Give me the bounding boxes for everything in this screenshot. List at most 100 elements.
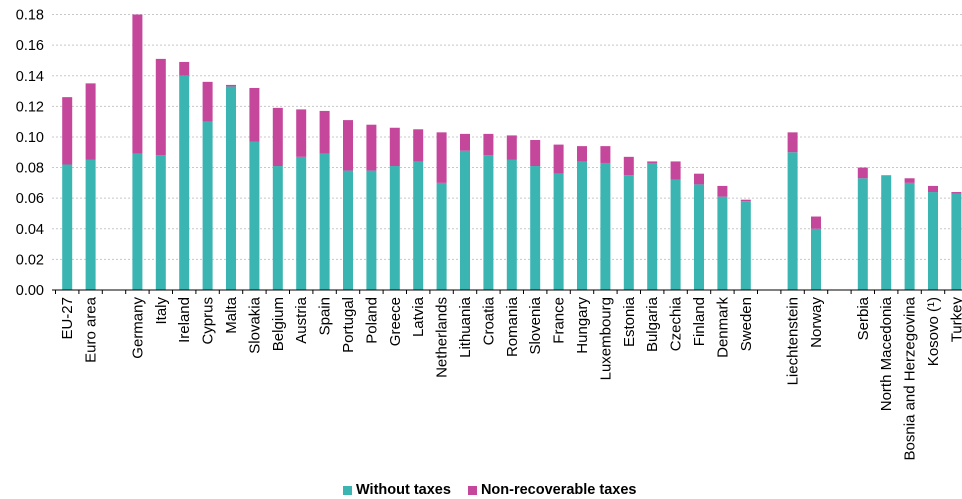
bar-without-taxes — [811, 228, 821, 290]
bar-non-recoverable-taxes — [530, 140, 541, 167]
bar-non-recoverable-taxes — [132, 14, 143, 154]
bar-non-recoverable-taxes — [694, 173, 704, 185]
x-tick-label: Belgium — [270, 297, 287, 351]
bar-non-recoverable-taxes — [647, 161, 658, 163]
bar-non-recoverable-taxes — [740, 199, 751, 202]
y-tick-label: 0.18 — [16, 8, 44, 24]
y-tick-label: 0.10 — [16, 130, 44, 146]
bar-without-taxes — [670, 179, 681, 290]
x-tick-label: Croatia — [480, 296, 497, 345]
bar-without-taxes — [343, 170, 353, 290]
x-tick-label: Greece — [387, 297, 404, 346]
x-tick-label: Austria — [293, 296, 310, 343]
bar-without-taxes — [553, 173, 564, 290]
x-tick-label: Bosnia and Herzegovina — [902, 296, 919, 460]
x-tick-label: Sweden — [738, 297, 755, 351]
x-tick-label: Hungary — [574, 297, 591, 354]
bar-non-recoverable-taxes — [85, 83, 96, 160]
bar-non-recoverable-taxes — [366, 124, 377, 171]
bar-non-recoverable-taxes — [904, 178, 915, 183]
bar-non-recoverable-taxes — [202, 81, 213, 122]
x-tick-label: Norway — [808, 297, 825, 348]
x-tick-label: Romania — [504, 296, 521, 357]
legend: Without taxes Non-recoverable taxes — [343, 481, 653, 499]
bar-non-recoverable-taxes — [670, 161, 681, 180]
bar-non-recoverable-taxes — [155, 58, 166, 156]
x-tick-label: Malta — [223, 296, 240, 333]
x-tick-label: Luxembourg — [597, 297, 614, 380]
x-tick-label: Lithuania — [457, 296, 474, 358]
bar-non-recoverable-taxes — [460, 133, 470, 151]
y-tick-label: 0.06 — [16, 191, 44, 207]
bar-without-taxes — [530, 166, 541, 290]
bar-non-recoverable-taxes — [62, 97, 73, 165]
x-tick-label: Liechtenstein — [785, 297, 802, 385]
bar-without-taxes — [460, 150, 470, 290]
bar-without-taxes — [483, 155, 494, 290]
bar-without-taxes — [577, 161, 587, 290]
bar-without-taxes — [132, 153, 143, 290]
x-tick-label: Spain — [317, 297, 334, 335]
legend-label-non-recoverable-taxes: Non-recoverable taxes — [480, 482, 637, 498]
bar-non-recoverable-taxes — [506, 135, 517, 160]
bar-non-recoverable-taxes — [600, 146, 611, 163]
x-tick-label: Ireland — [176, 297, 193, 343]
bar-non-recoverable-taxes — [343, 120, 353, 171]
bar-without-taxes — [319, 153, 330, 290]
y-tick-label: 0.16 — [16, 38, 44, 54]
bar-non-recoverable-taxes — [389, 127, 400, 167]
bar-non-recoverable-taxes — [296, 109, 307, 157]
bar-without-taxes — [881, 175, 892, 290]
bar-non-recoverable-taxes — [577, 146, 587, 162]
x-tick-label: Slovakia — [246, 296, 263, 353]
bar-without-taxes — [226, 86, 236, 290]
y-tick-label: 0.14 — [16, 69, 44, 85]
bar-without-taxes — [389, 166, 400, 290]
legend-item-without-taxes: Without taxes — [343, 482, 451, 498]
y-tick-label: 0.08 — [16, 161, 44, 177]
bar-without-taxes — [85, 159, 96, 290]
bar-without-taxes — [951, 193, 962, 290]
bar-without-taxes — [179, 75, 190, 290]
bar-non-recoverable-taxes — [623, 156, 634, 176]
bar-non-recoverable-taxes — [787, 132, 798, 153]
x-tick-label: Estonia — [621, 296, 638, 347]
bar-without-taxes — [202, 121, 213, 290]
bar-without-taxes — [506, 159, 517, 290]
bar-without-taxes — [436, 182, 447, 290]
bar-without-taxes — [623, 175, 634, 290]
bar-non-recoverable-taxes — [483, 133, 494, 156]
y-axis-tick-labels: 0.00 0.02 0.04 0.06 0.08 0.10 0.12 0.14 0.16 0.18 — [16, 8, 44, 300]
bar-non-recoverable-taxes — [226, 84, 236, 87]
bar-without-taxes — [647, 162, 658, 290]
bar-without-taxes — [904, 182, 915, 290]
bars — [62, 14, 962, 290]
x-tick-label: Serbia — [855, 296, 872, 340]
bar-non-recoverable-taxes — [249, 87, 260, 142]
y-tick-label: 0.12 — [16, 99, 44, 115]
y-tick-label: 0.04 — [16, 222, 44, 238]
bar-without-taxes — [787, 152, 798, 290]
legend-swatch-non-recoverable-taxes — [467, 485, 477, 495]
x-tick-label: Euro area — [83, 296, 100, 363]
bar-without-taxes — [296, 156, 307, 290]
x-tick-label: Portugal — [340, 297, 357, 353]
bar-without-taxes — [740, 201, 751, 290]
bar-without-taxes — [600, 162, 611, 290]
x-tick-label: Italy — [153, 297, 170, 325]
x-tick-label: Netherlands — [434, 297, 451, 378]
bar-non-recoverable-taxes — [951, 192, 962, 194]
bar-without-taxes — [413, 161, 424, 290]
bar-without-taxes — [717, 196, 728, 290]
legend-item-non-recoverable-taxes: Non-recoverable taxes — [467, 482, 637, 498]
stacked-bar-chart: 0.00 0.02 0.04 0.06 0.08 0.10 0.12 0.14 0.16 0.18… — [16, 8, 962, 460]
bar-without-taxes — [366, 170, 377, 290]
bar-without-taxes — [272, 166, 283, 290]
x-tick-label: Slovenia — [527, 296, 544, 354]
x-tick-label: Cyprus — [200, 297, 217, 345]
x-tick-label: Germany — [129, 297, 146, 359]
bar-non-recoverable-taxes — [717, 185, 728, 197]
bar-non-recoverable-taxes — [811, 216, 821, 229]
bar-non-recoverable-taxes — [553, 144, 564, 174]
bar-non-recoverable-taxes — [928, 185, 938, 193]
